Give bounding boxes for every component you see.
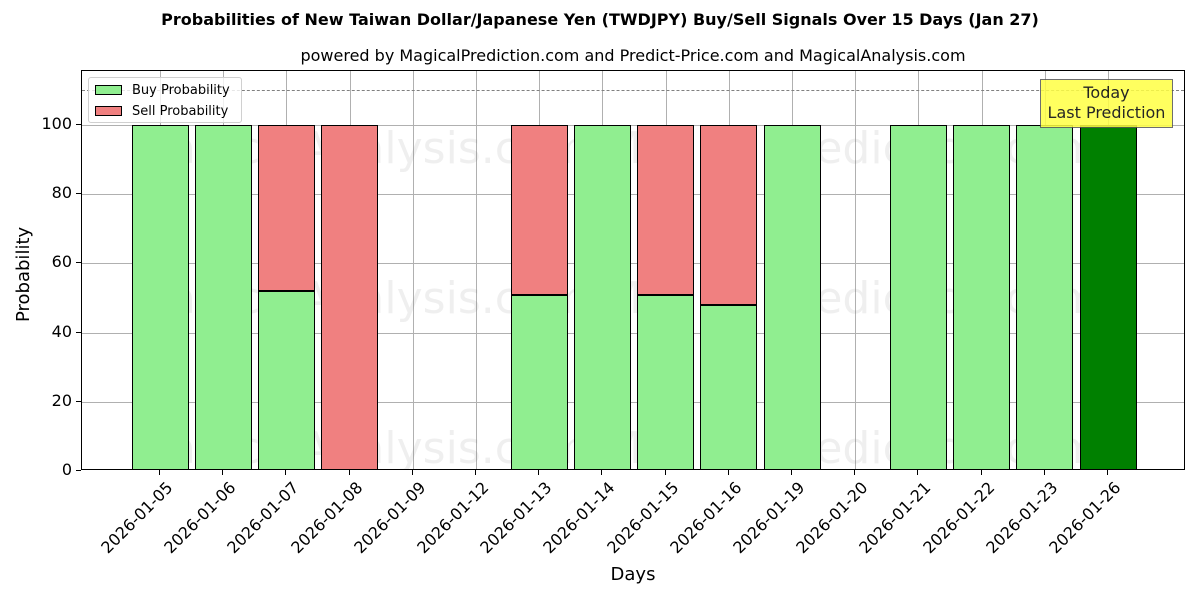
x-tick-mark — [727, 470, 729, 475]
buy-bar-2026-01-13 — [510, 294, 568, 469]
gridline-x — [412, 71, 414, 469]
buy-bar-2026-01-05 — [131, 125, 189, 469]
plot-area: MagicalAnalysis.comMagicalPrediction.com… — [81, 70, 1185, 470]
x-axis-label: Days — [610, 564, 656, 585]
y-tick-label: 20 — [51, 390, 72, 410]
buy-bar-2026-01-07 — [257, 291, 315, 469]
annotation-line2: Last Prediction — [1047, 103, 1166, 122]
sell-swatch-icon — [95, 106, 122, 116]
sell-bar-2026-01-16 — [700, 125, 758, 305]
y-tick-label: 80 — [51, 183, 72, 203]
y-tick-mark — [76, 331, 81, 333]
x-tick-mark — [664, 470, 666, 475]
y-tick-label: 60 — [51, 252, 72, 272]
y-tick-mark — [76, 400, 81, 402]
gridline-y — [82, 332, 1184, 334]
chart-subtitle: powered by MagicalPrediction.com and Pre… — [300, 46, 966, 65]
x-tick-mark — [222, 470, 224, 475]
x-tick-mark — [980, 470, 982, 475]
x-tick-mark — [285, 470, 287, 475]
annotation-line1: Today — [1083, 83, 1130, 102]
x-tick-mark — [917, 470, 919, 475]
x-tick-mark — [538, 470, 540, 475]
y-axis-label: Probability — [13, 226, 34, 322]
reference-line — [82, 90, 1184, 92]
buy-bar-2026-01-23 — [1016, 125, 1074, 469]
buy-bar-2026-01-21 — [889, 125, 947, 469]
legend-item-sell: Sell Probability — [95, 103, 228, 119]
y-tick-mark — [76, 124, 81, 125]
sell-bar-2026-01-07 — [257, 125, 315, 292]
gridline-y — [82, 125, 1184, 126]
gridline-x — [476, 71, 477, 469]
sell-bar-2026-01-13 — [510, 125, 568, 295]
y-tick-mark — [76, 193, 81, 195]
x-tick-mark — [791, 470, 792, 475]
x-tick-mark — [348, 470, 350, 475]
x-tick-mark — [411, 470, 413, 475]
y-tick-mark — [76, 262, 81, 264]
buy-bar-2026-01-14 — [573, 125, 631, 469]
y-tick-label: 40 — [51, 321, 72, 341]
legend-sell-label: Sell Probability — [132, 103, 229, 119]
x-tick-mark — [475, 470, 476, 475]
x-tick-mark — [854, 470, 856, 475]
gridline-y — [82, 263, 1184, 265]
y-tick-mark — [76, 470, 81, 471]
buy-bar-2026-01-06 — [194, 125, 252, 469]
buy-bar-2026-01-16 — [700, 304, 758, 469]
today-annotation: Today Last Prediction — [1040, 79, 1173, 128]
buy-bar-2026-01-15 — [637, 294, 695, 469]
buy-bar-2026-01-19 — [763, 125, 821, 469]
y-tick-label: 100 — [41, 114, 72, 133]
x-tick-mark — [1107, 470, 1108, 475]
x-tick-mark — [1043, 470, 1045, 475]
legend-buy-label: Buy Probability — [132, 82, 230, 98]
legend-item-buy: Buy Probability — [95, 82, 230, 98]
gridline-x — [855, 71, 857, 469]
gridline-y — [82, 401, 1184, 403]
buy-swatch-icon — [95, 85, 122, 95]
gridline-y — [82, 194, 1184, 196]
legend: Buy Probability Sell Probability — [88, 77, 242, 123]
sell-bar-2026-01-08 — [321, 125, 379, 469]
x-tick-mark — [159, 470, 160, 475]
buy-bar-2026-01-26 — [1079, 125, 1137, 469]
buy-bar-2026-01-22 — [953, 125, 1011, 469]
y-tick-label: 0 — [61, 460, 72, 479]
sell-bar-2026-01-15 — [637, 125, 695, 295]
x-tick-mark — [601, 470, 603, 475]
chart-title: Probabilities of New Taiwan Dollar/Japan… — [161, 10, 1039, 29]
